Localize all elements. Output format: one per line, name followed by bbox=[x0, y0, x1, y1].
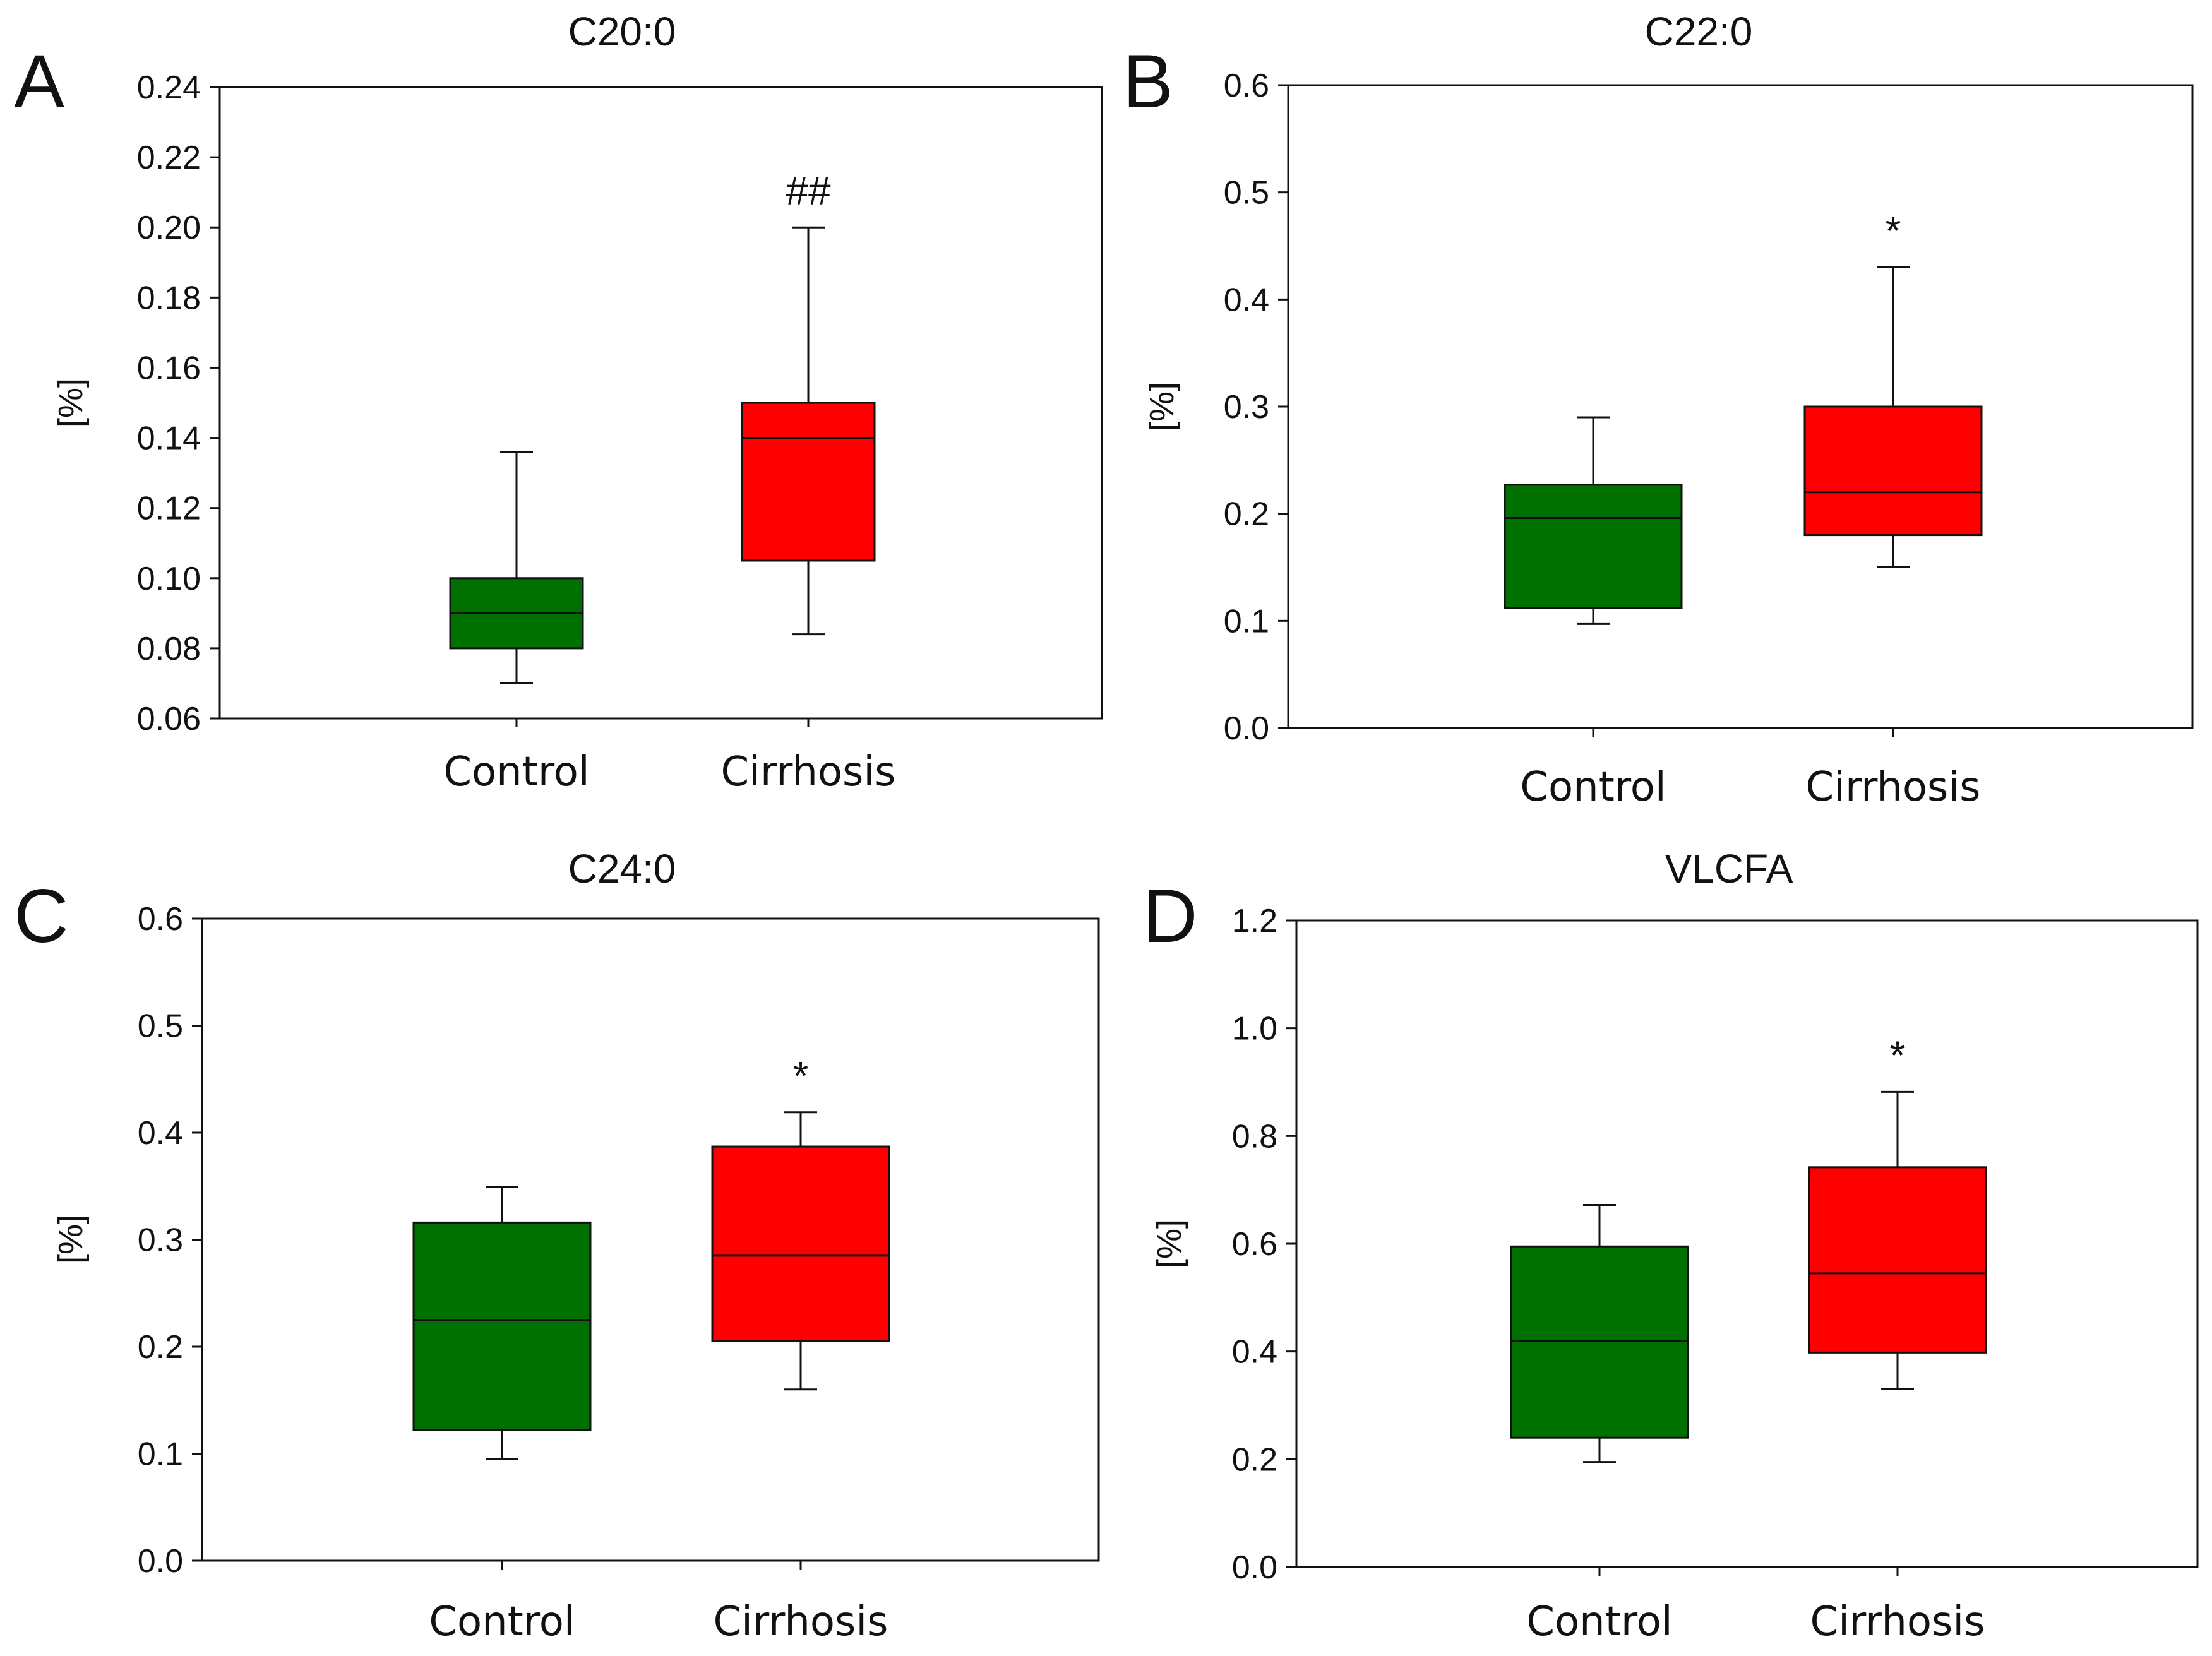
panel-c-y-tick-label: 0.1 bbox=[138, 1436, 183, 1473]
panel-b-category-label-control: Control bbox=[1520, 764, 1666, 811]
panel-b-title: C22:0 bbox=[1645, 9, 1753, 54]
panel-c-box-cirrhosis bbox=[711, 1145, 890, 1343]
panel-b-y-axis-label: [%] bbox=[1143, 382, 1181, 431]
panel-d-y-tick-label: 0.8 bbox=[1232, 1118, 1277, 1155]
panel-c-y-tick-label: 0.5 bbox=[138, 1008, 183, 1045]
panel-d-y-tick-label: 1.0 bbox=[1232, 1011, 1277, 1047]
panel-c-y-tick-label: 0.3 bbox=[138, 1222, 183, 1259]
panel-d-letter: D bbox=[1143, 874, 1198, 958]
panel-b-box-cirrhosis bbox=[1803, 405, 1983, 537]
panel-d-y-tick-label: 0.6 bbox=[1232, 1226, 1277, 1263]
panel-d-y-tick-label: 0.2 bbox=[1232, 1441, 1277, 1478]
panel-a-title: C20:0 bbox=[568, 9, 676, 54]
panel-b-y-tick-label: 0.1 bbox=[1224, 603, 1269, 640]
panel-c-y-tick-label: 0.2 bbox=[138, 1329, 183, 1366]
panel-b-y-tick-label: 0.6 bbox=[1224, 68, 1269, 104]
panel-c-category-label-cirrhosis: Cirrhosis bbox=[713, 1599, 888, 1645]
panel-a-category-label-cirrhosis: Cirrhosis bbox=[720, 749, 895, 795]
panel-a-box-cirrhosis bbox=[741, 402, 876, 562]
panel-c-y-tick-label: 0.4 bbox=[138, 1115, 183, 1152]
panel-b-y-tick-label: 0.2 bbox=[1224, 496, 1269, 533]
panel-d-plot-frame bbox=[1295, 919, 2199, 1568]
panel-d-significance-cirrhosis: * bbox=[1890, 1032, 1906, 1078]
panel-a-y-tick-label: 0.06 bbox=[137, 701, 201, 737]
panel-c-letter: C bbox=[14, 874, 69, 958]
panel-d-y-axis-label: [%] bbox=[1151, 1219, 1188, 1268]
panel-a-category-label-control: Control bbox=[443, 749, 589, 795]
panel-c-y-tick-label: 0.6 bbox=[138, 901, 183, 938]
panel-b-box-control bbox=[1504, 484, 1683, 609]
panel-a-y-tick-label: 0.20 bbox=[137, 210, 201, 246]
panel-a-y-tick-label: 0.22 bbox=[137, 140, 201, 176]
panel-a-y-axis-label: [%] bbox=[52, 378, 90, 427]
panel-c-y-tick-label: 0.0 bbox=[138, 1543, 183, 1580]
panel-d-category-label-cirrhosis: Cirrhosis bbox=[1810, 1599, 1985, 1645]
panel-d-y-tick-label: 1.2 bbox=[1232, 903, 1277, 939]
panel-a-y-tick-label: 0.24 bbox=[137, 69, 201, 106]
panel-a-y-tick-label: 0.16 bbox=[137, 350, 201, 386]
panel-c-category-label-control: Control bbox=[429, 1599, 575, 1645]
panel-b-y-tick-label: 0.3 bbox=[1224, 389, 1269, 426]
panel-d-category-label-control: Control bbox=[1526, 1599, 1672, 1645]
panel-c-y-axis-label: [%] bbox=[52, 1215, 90, 1264]
panel-b-y-tick-label: 0.5 bbox=[1224, 175, 1269, 211]
panel-c-box-control bbox=[412, 1221, 592, 1431]
panel-c-title: C24:0 bbox=[568, 846, 676, 891]
panel-b-significance-cirrhosis: * bbox=[1886, 208, 1901, 253]
panel-d-title: VLCFA bbox=[1665, 846, 1793, 891]
panel-a-y-tick-label: 0.08 bbox=[137, 631, 201, 667]
panel-b-letter: B bbox=[1123, 39, 1173, 124]
panel-a-letter: A bbox=[14, 39, 64, 124]
panel-d-y-tick-label: 0.4 bbox=[1232, 1334, 1277, 1371]
panel-a-y-tick-label: 0.12 bbox=[137, 491, 201, 527]
panel-b-plot-frame bbox=[1287, 84, 2194, 729]
panel-a-plot-frame bbox=[218, 86, 1103, 720]
panel-c-significance-cirrhosis: * bbox=[793, 1053, 809, 1099]
panel-c-plot-frame bbox=[201, 917, 1100, 1562]
panel-d-box-cirrhosis bbox=[1808, 1166, 1987, 1354]
panel-b-y-tick-label: 0.4 bbox=[1224, 282, 1269, 318]
panel-d-y-tick-label: 0.0 bbox=[1232, 1549, 1277, 1586]
panel-a-y-tick-label: 0.18 bbox=[137, 280, 201, 316]
panel-b-y-tick-label: 0.0 bbox=[1224, 710, 1269, 747]
panel-d-box-control bbox=[1510, 1245, 1689, 1439]
panel-a-significance-cirrhosis: ## bbox=[786, 168, 831, 213]
panel-a-y-tick-label: 0.14 bbox=[137, 420, 201, 457]
panel-a-y-tick-label: 0.10 bbox=[137, 561, 201, 597]
panel-b-category-label-cirrhosis: Cirrhosis bbox=[1805, 764, 1980, 811]
